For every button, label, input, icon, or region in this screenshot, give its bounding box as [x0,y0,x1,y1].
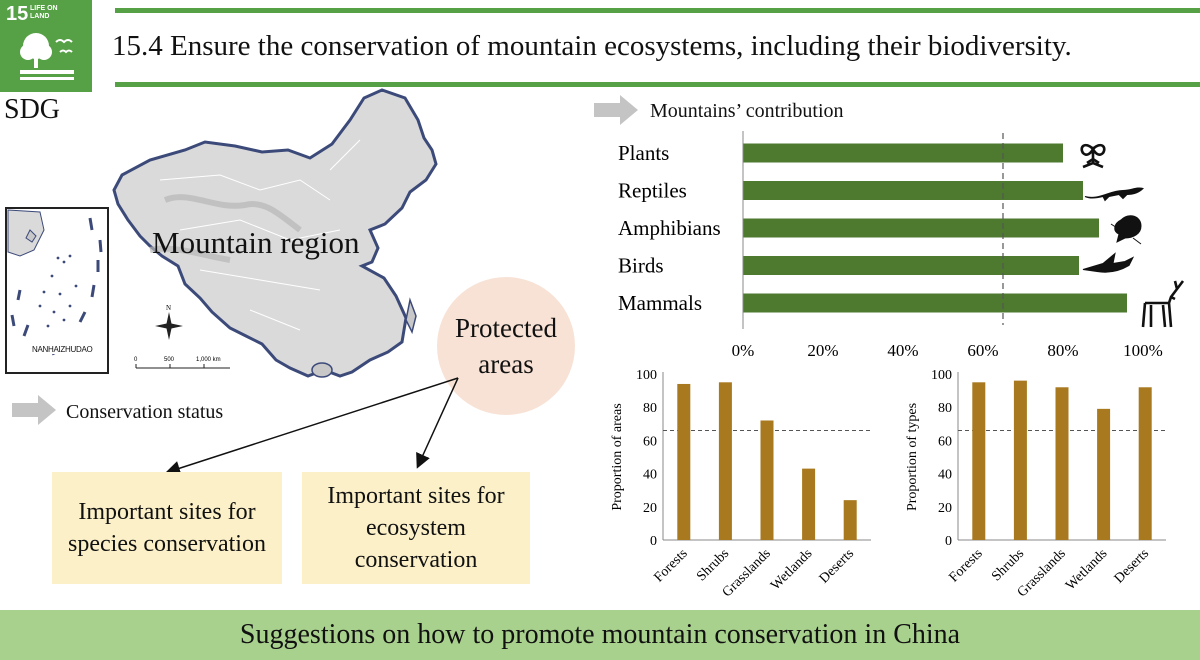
sdg-label: SDG [4,94,61,125]
sdg-goal-name: LIFE ON LAND [30,5,58,20]
footer-text: Suggestions on how to promote mountain c… [239,619,961,650]
x-tick-deserts: Deserts [1112,546,1152,586]
bar-grasslands [760,420,774,540]
bar-birds [743,256,1079,275]
ecosystem-sites-box: Important sites for ecosystem conservati… [302,472,530,584]
y-tick: 60 [938,434,952,449]
tree-and-birds-icon [20,33,74,80]
y-tick: 60 [643,434,657,449]
conservation-status-label: Conservation status [66,401,224,423]
sdg-badge [0,0,92,92]
title-rule-top [115,8,1200,13]
plant-icon [1080,143,1106,169]
bar-reptiles [743,181,1083,200]
bar-deserts [1138,387,1152,540]
bar-plants [743,143,1063,163]
y-tick: 40 [643,468,657,483]
bar-label-reptiles: Reptiles [618,179,687,203]
x-tick: 60% [967,341,998,360]
x-tick-forests: Forests [946,546,985,585]
province-borders [159,139,361,331]
y-tick: 80 [938,401,952,416]
taiwan-island [405,297,417,335]
x-tick: 40% [887,341,918,360]
china-outline [112,88,438,378]
scale-bar: 0 500 1,000 km [134,357,230,369]
scale-tick-1000: 1,000 km [196,357,221,363]
scale-tick-0: 0 [134,357,138,363]
x-tick-deserts: Deserts [817,546,857,586]
areas-bar-chart: 0 20 40 60 80 100 Proportion of areas Forests Sh… [610,368,871,600]
y-tick: 100 [931,368,952,383]
y-tick: 0 [945,534,952,549]
mountain-region-label: Mountain region [152,225,360,260]
contribution-label: Mountains’ contribution [650,100,844,122]
x-tick-shrubs: Shrubs [989,546,1027,584]
frog-icon [1110,215,1142,245]
x-tick: 0% [732,341,755,360]
x-tick: 100% [1123,341,1163,360]
x-tick: 20% [807,341,838,360]
bar-forests [677,383,691,540]
y-tick: 100 [636,368,657,383]
bar-shrubs [718,382,732,540]
x-tick-forests: Forests [651,546,690,585]
bar-grasslands [1055,387,1069,540]
protected-areas-label: Protected areas [455,313,557,379]
species-sites-label: Important sites for species conservation [68,499,266,557]
page-title: 15.4 Ensure the conservation of mountain… [112,30,1072,62]
contribution-bar-chart: Plants Reptiles Amphibians Birds Mammals 0% 2… [618,131,1185,360]
reptile-icon [1084,187,1144,202]
y-tick: 0 [650,534,657,549]
north-label: N [166,304,171,312]
arrow-right-icon [594,95,638,125]
bar-deserts [843,500,857,540]
hainan-island [311,362,333,378]
bar-shrubs [1013,380,1027,540]
arrow-to-species-sites [165,377,459,476]
y-tick: 80 [643,401,657,416]
y-tick: 20 [643,501,657,516]
bar-mammals [743,293,1127,313]
x-tick: 80% [1047,341,1078,360]
title-rule-bottom [115,82,1200,87]
y-axis-label: Proportion of areas [610,403,625,510]
bar-label-amphibians: Amphibians [618,216,721,240]
bar-amphibians [743,218,1099,238]
y-axis-label: Proportion of types [905,403,920,511]
bar-wetlands [1097,408,1111,540]
types-bar-chart: 0 20 40 60 80 100 Proportion of types Forests Sh… [905,368,1166,600]
arrow-right-icon [12,395,56,425]
x-tick-wetlands: Wetlands [1063,546,1110,593]
inset-label: NANHAIZHUDAO [31,345,94,354]
suggestions-footer: Suggestions on how to promote mountain c… [0,610,1200,660]
bar-label-birds: Birds [618,254,664,278]
species-sites-box: Important sites for species conservation [52,472,282,584]
arrow-to-ecosystem-sites [416,377,459,469]
scale-tick-500: 500 [164,357,175,363]
bar-forests [972,382,986,540]
y-tick: 40 [938,468,952,483]
bar-label-mammals: Mammals [618,291,702,315]
protected-areas-circle: Protected areas [437,277,575,415]
china-map: N 0 500 1,000 km [5,88,438,378]
ecosystem-sites-label: Important sites for ecosystem conservati… [327,483,505,573]
y-tick: 20 [938,501,952,516]
bar-wetlands [802,468,816,540]
bird-icon [1082,252,1135,273]
north-arrow-icon [155,312,183,340]
sdg-goal-number: 15 [6,3,29,25]
deer-icon [1141,280,1185,328]
x-tick-wetlands: Wetlands [768,546,815,593]
bar-label-plants: Plants [618,141,669,165]
x-tick-shrubs: Shrubs [694,546,732,584]
